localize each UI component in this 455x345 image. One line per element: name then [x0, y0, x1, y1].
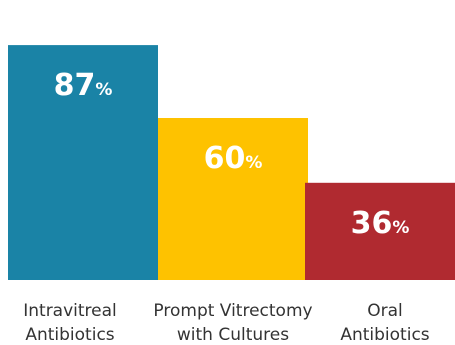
category-label-prompt-vitrectomy-with-cultures: Prompt Vitrectomy with Cultures	[153, 301, 312, 345]
category-label-oral-antibiotics: Oral Antibiotics	[340, 301, 429, 345]
bars-group	[8, 45, 455, 280]
value-label-prompt-vitrectomy-with-cultures: 60%	[204, 141, 263, 176]
value-labels-group: 87% 60% 36%	[54, 68, 410, 241]
bar-prompt-vitrectomy-with-cultures	[158, 118, 308, 280]
bar-intravitreal-antibiotics	[8, 45, 158, 280]
category-label-intravitreal-antibiotics: Intravitreal Antibiotics	[23, 301, 117, 345]
value-label-intravitreal-antibiotics: 87%	[54, 68, 113, 103]
bar-oral-antibiotics	[305, 182, 455, 280]
value-label-oral-antibiotics: 36%	[351, 206, 410, 241]
category-labels-group: Intravitreal Antibiotics Prompt Vitrectomy…	[23, 301, 430, 345]
